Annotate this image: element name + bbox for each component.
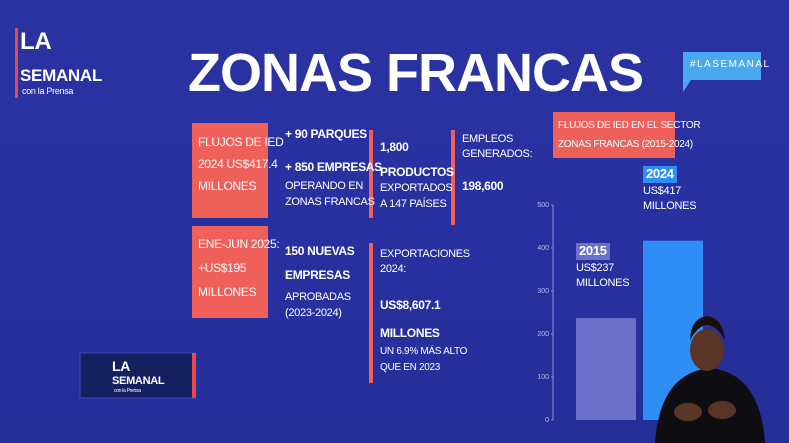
fact-detail: EXPORTACIONES 2024: [380, 247, 470, 277]
fact-detail: EXPORTADOS A 147 PAÍSES [380, 180, 453, 212]
chart-title-box [553, 112, 675, 158]
fact-detail: APROBADAS (2023-2024) [285, 289, 351, 321]
bug-logo: SEMANAL [112, 375, 165, 387]
fact: + 850 EMPRESAS [285, 160, 382, 174]
fact-line: EXPORTADOS [380, 182, 453, 194]
y-tick-label: 200 [537, 331, 549, 338]
bar [576, 318, 636, 420]
stat-line: ENE-JUN 2025: [198, 237, 280, 251]
fact-line: QUE EN 2023 [380, 362, 441, 373]
fact-detail: EMPLEOS GENERADOS: [462, 132, 533, 162]
y-tick-label: 100 [537, 374, 549, 381]
fact-line: GENERADOS: [462, 148, 533, 160]
stat-text: FLUJOS DE IED 2024 US$417.4 MILLONES [198, 131, 284, 197]
fact-line: US$8,607.1 [380, 298, 441, 312]
fact-line: 2024: [380, 263, 407, 275]
chart-title-line: FLUJOS DE IED EN EL SECTOR [558, 120, 701, 131]
fact: 150 NUEVAS EMPRESAS [285, 239, 355, 287]
fact-line: EMPLEOS [462, 133, 514, 145]
bug-accent [192, 353, 196, 398]
fact: US$8,607.1 MILLONES [380, 291, 441, 347]
logo-accent [15, 28, 18, 98]
fact-line: OPERANDO EN [285, 180, 363, 192]
stat-box [192, 226, 268, 318]
fact: 198,600 [462, 179, 504, 193]
logo: SEMANAL [20, 66, 102, 85]
stat-line: MILLONES [198, 285, 257, 299]
category-label: 2024 [643, 165, 677, 183]
chart-title-line: ZONAS FRANCAS (2015-2024) [558, 139, 693, 150]
stat-line: MILLONES [198, 179, 257, 193]
fact-line: EXPORTACIONES [380, 248, 470, 260]
stat-line: 2024 US$417.4 [198, 157, 278, 171]
hashtag: #LASEMANAL [690, 59, 771, 70]
y-tick-label: 300 [537, 288, 549, 295]
y-tick-label: 400 [537, 245, 549, 252]
fact-line: PRODUCTOS [380, 165, 454, 179]
fact-detail: OPERANDO EN ZONAS FRANCAS [285, 178, 375, 210]
fact-line: A 147 PAÍSES [380, 198, 447, 210]
bug-logo: LA [112, 358, 131, 374]
logo-tagline: con la Prensa [22, 86, 74, 96]
fact-detail: UN 6.9% MÁS ALTO QUE EN 2023 [380, 344, 467, 376]
accent-bar [451, 130, 455, 225]
bug-box [79, 352, 196, 399]
bug-logo-tagline: con la Prensa [114, 388, 141, 394]
value-label: US$417 MILLONES [643, 184, 697, 212]
stat-line: FLUJOS DE IED [198, 135, 284, 149]
stat-text: ENE-JUN 2025: +US$195 MILLONES [198, 232, 280, 304]
fact-line: (2023-2024) [285, 307, 342, 319]
value-label: US$237 MILLONES [576, 262, 630, 290]
fact: 1,800 PRODUCTOS [380, 135, 454, 185]
category-label: 2015 [576, 243, 610, 261]
y-tick-label: 0 [545, 417, 549, 424]
logo: LA [20, 28, 52, 55]
fact-line: APROBADAS [285, 291, 351, 303]
fact-line: UN 6.9% MÁS ALTO [380, 346, 468, 357]
stat-box [192, 123, 268, 218]
interpreter [655, 316, 765, 443]
stat-line: +US$195 [198, 261, 247, 275]
accent-bar [369, 243, 373, 383]
fact-line: EMPRESAS [285, 268, 350, 282]
y-tick-label: 500 [537, 202, 549, 209]
page-title: ZONAS FRANCAS [188, 43, 644, 103]
fact-line: MILLONES [380, 326, 440, 340]
accent-bar [369, 130, 373, 218]
fact-line: 1,800 [380, 140, 409, 154]
fact-line: ZONAS FRANCAS [285, 196, 375, 208]
fact-line: 150 NUEVAS [285, 244, 355, 258]
fact: + 90 PARQUES [285, 127, 367, 141]
chart-title: FLUJOS DE IED EN EL SECTOR ZONAS FRANCAS… [558, 116, 701, 154]
hashtag-box [683, 52, 761, 92]
